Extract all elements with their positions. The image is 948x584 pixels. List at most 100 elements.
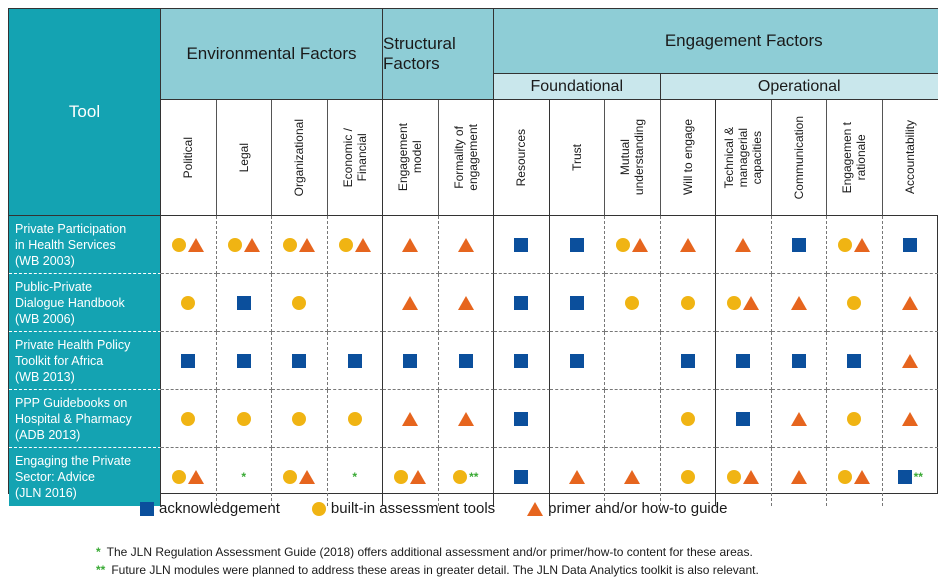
circle-icon bbox=[181, 411, 196, 426]
circle-icon bbox=[347, 411, 362, 426]
circle-icon bbox=[236, 411, 251, 426]
column-header-label: Mutual understanding bbox=[618, 119, 647, 196]
table-cell bbox=[216, 332, 272, 390]
table-cell bbox=[661, 448, 716, 506]
table-cell bbox=[494, 332, 550, 390]
square-icon bbox=[514, 295, 529, 310]
engagement-header-fill bbox=[494, 9, 550, 74]
column-header-label: Resources bbox=[514, 128, 529, 187]
table-cell bbox=[716, 332, 772, 390]
circle-icon bbox=[311, 501, 326, 516]
table-cell bbox=[438, 390, 494, 448]
footnote-1-marker: * bbox=[96, 545, 101, 559]
circle-icon bbox=[172, 237, 187, 252]
triangle-icon bbox=[243, 237, 260, 252]
double-asterisk-icon: ** bbox=[913, 470, 923, 484]
table-cell bbox=[605, 332, 661, 390]
triangle-icon bbox=[402, 295, 419, 310]
table-cell bbox=[161, 332, 217, 390]
column-header: Legal bbox=[216, 100, 272, 216]
structural-factors-header: Structural Factors bbox=[383, 9, 494, 100]
table-cell bbox=[494, 390, 550, 448]
column-header: Trust bbox=[549, 100, 605, 216]
square-icon bbox=[736, 353, 751, 368]
table-cell bbox=[383, 216, 439, 274]
triangle-icon bbox=[854, 237, 871, 252]
triangle-icon bbox=[354, 237, 371, 252]
triangle-icon bbox=[679, 237, 696, 252]
table-cell bbox=[161, 216, 217, 274]
column-header-label: Legal bbox=[236, 142, 251, 173]
table-cell bbox=[216, 216, 272, 274]
column-header-label: Organizational bbox=[292, 118, 307, 197]
square-icon bbox=[897, 470, 912, 484]
table-cell bbox=[605, 216, 661, 274]
table-cell bbox=[494, 274, 550, 332]
circle-icon bbox=[727, 295, 742, 310]
square-icon bbox=[236, 295, 251, 310]
column-header: Resources bbox=[494, 100, 550, 216]
square-icon bbox=[569, 295, 584, 310]
engagement-factors-header: Engagement Factors bbox=[549, 9, 938, 74]
table-cell bbox=[327, 390, 383, 448]
square-icon bbox=[403, 353, 418, 368]
footnote-1-text: The JLN Regulation Assessment Guide (201… bbox=[106, 545, 753, 559]
table-cell bbox=[161, 390, 217, 448]
column-header: Formality of engagement bbox=[438, 100, 494, 216]
table-cell bbox=[272, 274, 328, 332]
column-header: Technical & managerial capacities bbox=[716, 100, 772, 216]
table-cell bbox=[827, 448, 883, 506]
square-icon bbox=[903, 237, 918, 252]
table-cell bbox=[327, 216, 383, 274]
triangle-icon bbox=[402, 237, 419, 252]
legend: acknowledgement built-in assessment tool… bbox=[140, 500, 727, 517]
column-header: Economic / Financial bbox=[327, 100, 383, 216]
circle-icon bbox=[847, 295, 862, 310]
table-cell bbox=[327, 274, 383, 332]
square-icon bbox=[514, 411, 529, 426]
column-header-label: Engagemen t rationale bbox=[840, 121, 869, 194]
table-cell bbox=[716, 390, 772, 448]
table-cell bbox=[549, 332, 605, 390]
table-cell bbox=[827, 390, 883, 448]
column-header-label: Economic / Financial bbox=[340, 127, 369, 188]
square-icon bbox=[236, 353, 251, 368]
table-cell bbox=[216, 274, 272, 332]
table-cell bbox=[216, 390, 272, 448]
triangle-icon bbox=[902, 411, 919, 426]
column-header: Political bbox=[161, 100, 217, 216]
table-cell bbox=[716, 216, 772, 274]
operational-header: Operational bbox=[660, 74, 938, 100]
table-cell bbox=[605, 448, 661, 506]
table-cell: * bbox=[217, 448, 272, 506]
legend-primer-guide: primer and/or how-to guide bbox=[527, 500, 727, 517]
table-cell: ** bbox=[883, 448, 939, 506]
column-header-label: Engagement model bbox=[396, 123, 425, 192]
table-cell bbox=[272, 390, 328, 448]
circle-icon bbox=[680, 470, 695, 484]
table-cell: ** bbox=[439, 448, 494, 506]
double-asterisk-icon: ** bbox=[469, 470, 479, 484]
table-cell bbox=[827, 332, 883, 390]
circle-icon bbox=[680, 411, 695, 426]
triangle-icon bbox=[188, 470, 205, 484]
column-header-label: Accountability bbox=[903, 120, 918, 195]
triangle-icon bbox=[790, 470, 807, 484]
table-cell bbox=[383, 390, 439, 448]
table-cell bbox=[827, 216, 883, 274]
table-cell bbox=[827, 274, 883, 332]
column-header-label: Will to engage bbox=[680, 119, 695, 196]
column-header-label: Political bbox=[181, 136, 196, 179]
triangle-icon bbox=[402, 411, 419, 426]
circle-icon bbox=[453, 470, 468, 484]
square-icon bbox=[791, 237, 806, 252]
triangle-icon bbox=[457, 411, 474, 426]
factors-table: Tool Environmental Factors Structural Fa… bbox=[8, 8, 938, 506]
table-cell bbox=[882, 332, 938, 390]
circle-icon bbox=[838, 470, 853, 484]
column-header-label: Trust bbox=[569, 144, 584, 171]
square-icon bbox=[791, 353, 806, 368]
column-header: Communication bbox=[771, 100, 827, 216]
tool-row-header: Engaging the Private Sector: Advice (JLN… bbox=[9, 448, 161, 506]
table-cell bbox=[549, 274, 605, 332]
